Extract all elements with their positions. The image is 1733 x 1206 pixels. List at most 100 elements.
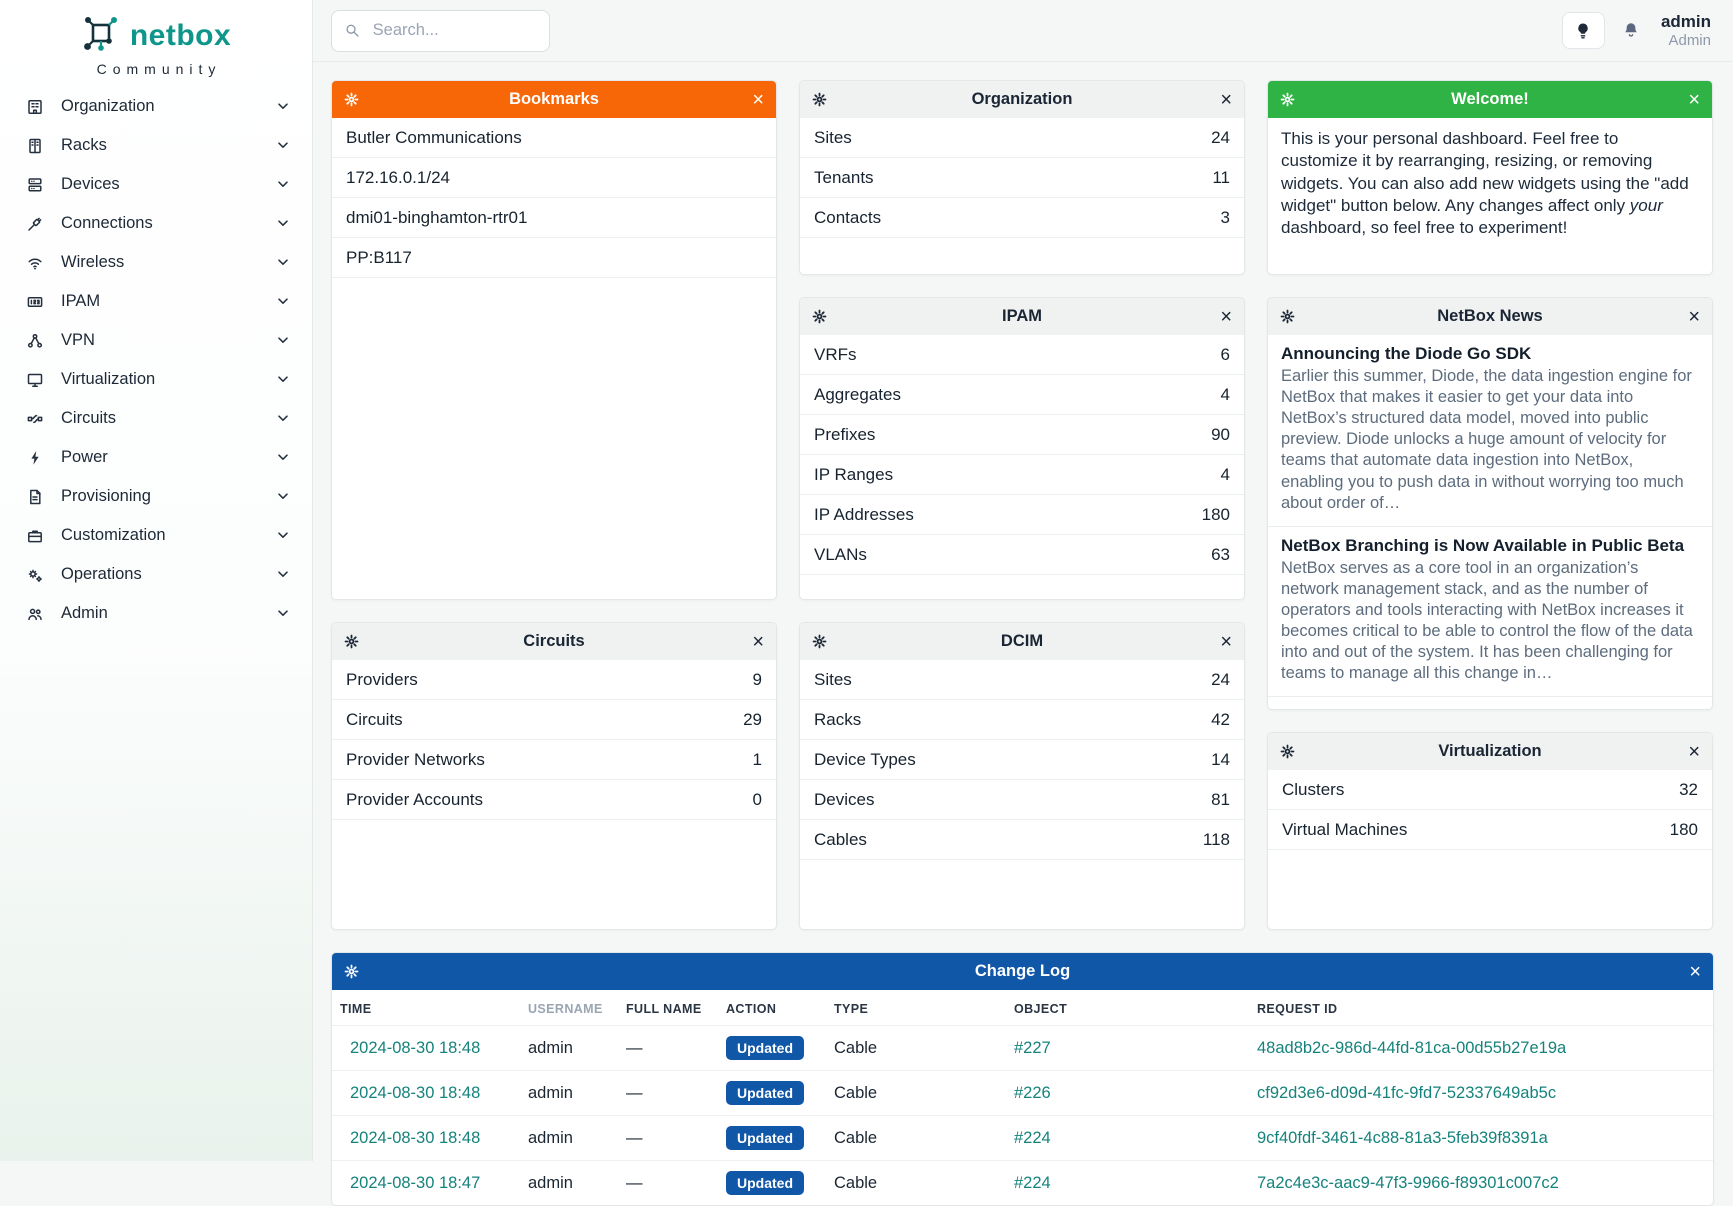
user-menu[interactable]: admin Admin: [1661, 12, 1711, 49]
stat-value: 11: [1212, 167, 1230, 187]
stat-value: 90: [1211, 424, 1230, 444]
stat-label: Virtual Machines: [1282, 819, 1408, 839]
widget-config-icon[interactable]: [1280, 309, 1295, 324]
news-article[interactable]: A New Look For NetBox and NetBox Labs: [1268, 697, 1712, 709]
widget-close-icon[interactable]: ×: [1220, 630, 1232, 653]
bookmark-link[interactable]: Butler Communications: [332, 118, 776, 158]
changelog-widget-header: Change Log ×: [332, 953, 1713, 990]
stat-row[interactable]: Tenants 11: [800, 158, 1244, 198]
stat-row[interactable]: Aggregates 4: [800, 375, 1244, 415]
stat-row[interactable]: Sites 24: [800, 118, 1244, 158]
widget-close-icon[interactable]: ×: [1220, 88, 1232, 111]
brand[interactable]: netbox Community: [0, 0, 312, 77]
chevron-down-icon: [278, 220, 288, 226]
stat-row[interactable]: Virtual Machines 180: [1268, 810, 1712, 850]
sidebar-item-power[interactable]: Power: [0, 438, 312, 477]
stat-row[interactable]: IP Ranges 4: [800, 455, 1244, 495]
changelog-request-id-link[interactable]: 9cf40fdf-3461-4c88-81a3-5feb39f8391a: [1257, 1128, 1548, 1147]
changelog-time-link[interactable]: 2024-08-30 18:48: [350, 1128, 481, 1147]
action-badge: Updated: [726, 1081, 804, 1105]
widget-close-icon[interactable]: ×: [752, 630, 764, 653]
search-input[interactable]: [370, 20, 536, 41]
sidebar-item-vpn[interactable]: VPN: [0, 321, 312, 360]
widget-close-icon[interactable]: ×: [1688, 740, 1700, 763]
sidebar-item-operations[interactable]: Operations: [0, 555, 312, 594]
changelog-object-link[interactable]: #226: [1014, 1083, 1051, 1102]
sidebar-item-circuits[interactable]: Circuits: [0, 399, 312, 438]
changelog-object-link[interactable]: #227: [1014, 1038, 1051, 1057]
chevron-down-icon: [278, 103, 288, 109]
brand-name: netbox: [129, 18, 232, 52]
widget-config-icon[interactable]: [344, 964, 359, 979]
news-article[interactable]: Announcing the Diode Go SDK Earlier this…: [1268, 335, 1712, 527]
search-box[interactable]: [331, 9, 550, 52]
stat-row[interactable]: Cables 118: [800, 820, 1244, 860]
notifications-button[interactable]: [1622, 21, 1640, 40]
stat-row[interactable]: Circuits 29: [332, 700, 776, 740]
widget-config-icon[interactable]: [812, 309, 827, 324]
changelog-request-id-link[interactable]: 48ad8b2c-986d-44fd-81ca-00d55b27e19a: [1257, 1038, 1567, 1057]
bookmark-link[interactable]: PP:B117: [332, 238, 776, 278]
news-article[interactable]: NetBox Branching is Now Available in Pub…: [1268, 527, 1712, 698]
chevron-down-icon: [278, 376, 288, 382]
stat-row[interactable]: Racks 42: [800, 700, 1244, 740]
stat-row[interactable]: Clusters 32: [1268, 770, 1712, 810]
changelog-object-link[interactable]: #224: [1014, 1128, 1051, 1147]
changelog-type: Cable: [826, 1160, 1006, 1205]
stat-row[interactable]: Sites 24: [800, 660, 1244, 700]
changelog-username: admin: [520, 1070, 618, 1116]
bookmarks-widget: Bookmarks × Butler Communications 172.16…: [331, 80, 777, 600]
widget-close-icon[interactable]: ×: [752, 88, 764, 111]
sidebar-item-customization[interactable]: Customization: [0, 516, 312, 555]
changelog-time-link[interactable]: 2024-08-30 18:48: [350, 1083, 481, 1102]
sidebar-item-organization[interactable]: Organization: [0, 87, 312, 126]
news-article-excerpt: NetBox serves as a core tool in an organ…: [1281, 558, 1693, 683]
widget-config-icon[interactable]: [812, 634, 827, 649]
changelog-username: admin: [520, 1115, 618, 1161]
widget-config-icon[interactable]: [812, 92, 827, 107]
bookmarks-widget-header: Bookmarks ×: [332, 81, 776, 118]
plug-icon: [28, 217, 42, 231]
stat-row[interactable]: IP Addresses 180: [800, 495, 1244, 535]
sidebar-item-provisioning[interactable]: Provisioning: [0, 477, 312, 516]
netbox-logo-icon: [81, 13, 121, 58]
stat-row[interactable]: VLANs 63: [800, 535, 1244, 575]
stat-row[interactable]: Prefixes 90: [800, 415, 1244, 455]
netbox-news-widget: NetBox News × Announcing the Diode Go SD…: [1267, 297, 1713, 710]
sidebar-item-connections[interactable]: Connections: [0, 204, 312, 243]
sidebar-item-racks[interactable]: Racks: [0, 126, 312, 165]
sidebar-item-virtualization[interactable]: Virtualization: [0, 360, 312, 399]
changelog-time-link[interactable]: 2024-08-30 18:47: [350, 1173, 481, 1192]
sidebar-item-ipam[interactable]: IPAM: [0, 282, 312, 321]
sidebar-item-devices[interactable]: Devices: [0, 165, 312, 204]
widget-close-icon[interactable]: ×: [1689, 960, 1701, 983]
widget-config-icon[interactable]: [344, 634, 359, 649]
changelog-username: admin: [520, 1025, 618, 1071]
stat-row[interactable]: Contacts 3: [800, 198, 1244, 238]
changelog-object-link[interactable]: #224: [1014, 1173, 1051, 1192]
stat-row[interactable]: Provider Networks 1: [332, 740, 776, 780]
ipam-widget-header: IPAM ×: [800, 298, 1244, 335]
stat-row[interactable]: Devices 81: [800, 780, 1244, 820]
bookmark-link[interactable]: dmi01-binghamton-rtr01: [332, 198, 776, 238]
widget-config-icon[interactable]: [1280, 744, 1295, 759]
sidebar-item-admin[interactable]: Admin: [0, 594, 312, 633]
stat-row[interactable]: Provider Accounts 0: [332, 780, 776, 820]
widget-close-icon[interactable]: ×: [1688, 305, 1700, 328]
widget-config-icon[interactable]: [344, 92, 359, 107]
widget-config-icon[interactable]: [1280, 92, 1295, 107]
theme-toggle-button[interactable]: [1561, 12, 1605, 49]
sidebar-item-wireless[interactable]: Wireless: [0, 243, 312, 282]
stat-row[interactable]: VRFs 6: [800, 335, 1244, 375]
widget-close-icon[interactable]: ×: [1220, 305, 1232, 328]
users-icon: [28, 608, 42, 620]
changelog-request-id-link[interactable]: cf92d3e6-d09d-41fc-9fd7-52337649ab5c: [1257, 1083, 1557, 1102]
changelog-time-link[interactable]: 2024-08-30 18:48: [350, 1038, 481, 1057]
stat-row[interactable]: Device Types 14: [800, 740, 1244, 780]
bookmark-link[interactable]: 172.16.0.1/24: [332, 158, 776, 198]
action-badge: Updated: [726, 1036, 804, 1060]
stat-row[interactable]: Providers 9: [332, 660, 776, 700]
widget-close-icon[interactable]: ×: [1688, 88, 1700, 111]
changelog-request-id-link[interactable]: 7a2c4e3c-aac9-47f3-9966-f89301c007c2: [1257, 1173, 1559, 1192]
widget-column-3: Welcome! × This is your personal dashboa…: [1267, 80, 1713, 930]
